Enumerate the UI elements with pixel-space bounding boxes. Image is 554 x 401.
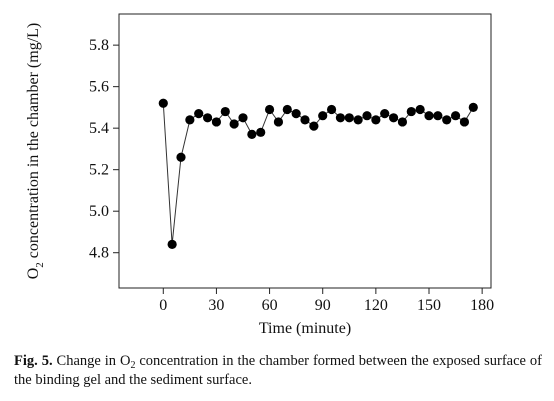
data-point <box>282 104 292 115</box>
x-tick-label: 120 <box>364 297 388 314</box>
data-point <box>424 111 434 121</box>
series-line <box>162 103 474 245</box>
caption-text-pre: Change in O <box>52 353 131 369</box>
x-tick-label: 60 <box>262 297 278 314</box>
data-point <box>300 115 310 125</box>
y-tick-label: 4.8 <box>89 245 109 262</box>
data-point <box>442 115 452 125</box>
figure-label: Fig. 5. <box>14 353 53 369</box>
data-point <box>388 113 399 123</box>
data-point <box>318 111 328 121</box>
data-point <box>273 117 284 127</box>
data-point <box>264 104 275 115</box>
data-point <box>380 109 390 119</box>
data-point <box>256 127 266 137</box>
x-tick-label: 90 <box>315 297 331 314</box>
data-point <box>433 111 443 121</box>
data-point <box>185 115 195 125</box>
data-point <box>371 115 381 125</box>
x-tick-label: 150 <box>417 297 441 314</box>
data-point <box>167 239 177 250</box>
data-point <box>291 109 301 119</box>
data-point <box>158 98 168 108</box>
y-tick-label: 5.2 <box>89 162 109 179</box>
x-tick-label: 30 <box>208 297 224 314</box>
x-tick-label: 0 <box>159 297 167 314</box>
data-point <box>202 113 213 123</box>
data-point <box>344 113 354 123</box>
chart-container: 0 30 60 90 120 150 180 4.8 5.0 5.2 5.4 5.6 5.8 Time… <box>25 13 494 337</box>
data-point <box>468 102 478 113</box>
line-chart: 0 30 60 90 120 150 180 4.8 5.0 5.2 5.4 5.6 5.8 Time… <box>25 13 494 337</box>
data-point <box>211 117 222 127</box>
data-point <box>194 109 204 119</box>
x-axis-label: Time (minute) <box>259 320 351 337</box>
data-point <box>220 106 230 117</box>
caption-text-post: concentration in the chamber formed betw… <box>14 353 542 388</box>
series-layer <box>158 98 478 250</box>
y-axis-label: O2 concentration in the chamber (mg/L) <box>25 23 46 280</box>
y-tick-label: 5.8 <box>89 37 109 54</box>
data-point <box>176 152 186 162</box>
y-tick-label: 5.0 <box>89 203 109 220</box>
y-tick-label: 5.6 <box>89 79 109 96</box>
plot-frame <box>118 13 492 289</box>
x-axis: 0 30 60 90 120 150 180 <box>159 288 494 314</box>
data-point <box>406 106 416 117</box>
data-point <box>415 104 425 115</box>
data-point <box>247 129 257 139</box>
data-point <box>238 113 248 123</box>
data-point <box>309 121 319 131</box>
figure-caption: Fig. 5. Change in O2 concentration in th… <box>14 352 542 390</box>
data-point <box>459 117 470 127</box>
data-point <box>362 111 372 121</box>
x-tick-label: 180 <box>470 297 494 314</box>
data-point <box>450 111 461 121</box>
caption-subscript: 2 <box>130 360 136 371</box>
data-point <box>353 115 363 125</box>
data-point <box>335 113 346 123</box>
y-tick-label: 5.4 <box>89 120 109 137</box>
data-point <box>326 104 337 115</box>
y-axis: 4.8 5.0 5.2 5.4 5.6 5.8 <box>89 37 119 262</box>
data-point <box>397 117 408 127</box>
data-point <box>229 119 239 129</box>
